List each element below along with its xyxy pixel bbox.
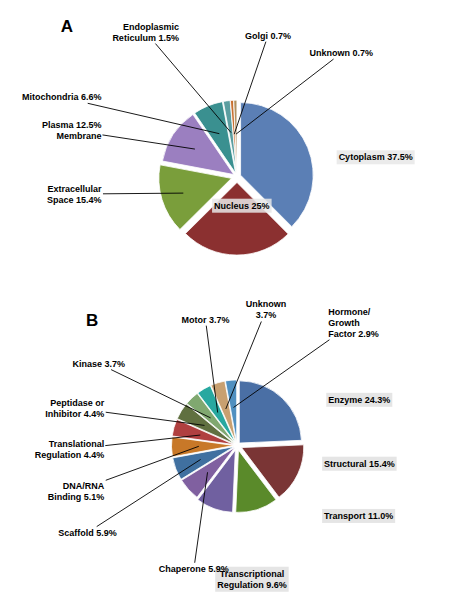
label-background [322,457,397,471]
label-background [326,393,392,407]
label-line: Reticulum 1.5% [112,33,179,43]
slice-label: Enzyme 24.3% [328,395,390,405]
label-line: Kinase 3.7% [72,359,125,369]
pie-slice [230,100,236,173]
pie-slice [234,100,237,173]
label-line: Nucleus 25% [214,201,270,211]
slice-label: Peptidase orInhibitor 4.4% [45,398,104,419]
label-line: Motor 3.7% [181,315,229,325]
leader-line [234,340,330,408]
label-line: Enzyme 24.3% [328,395,390,405]
slice-label: Chaperone 5.9% [159,564,229,574]
label-line: Inhibitor 4.4% [45,409,104,419]
pie-slice [239,381,301,443]
leader-line [236,59,333,134]
leader-line [206,326,217,413]
label-line: Mitochondria 6.6% [22,92,102,102]
pie-slice [225,380,236,442]
label-line: 3.7% [256,310,277,320]
label-line: Regulation 4.4% [35,450,105,460]
label-line: Space 15.4% [47,195,102,205]
label-line: Endoplasmic [123,22,179,32]
label-line: Factor 2.9% [328,329,379,339]
label-line: Regulation 9.6% [217,580,287,590]
slices [159,100,313,255]
leader-line [102,135,194,149]
slice-label: ExtracellularSpace 15.4% [47,184,102,205]
pie-slice [236,450,276,512]
label-line: Structural 15.4% [324,459,395,469]
figure: Cytoplasm 37.5%Nucleus 25%ExtracellularS… [0,0,474,605]
label-line: Hormone/ [328,307,371,317]
leader-line [106,412,205,425]
label-line: Chaperone 5.9% [159,564,229,574]
slice-label: Nucleus 25% [214,201,270,211]
label-line: Binding 5.1% [48,492,105,502]
leader-line [106,446,199,480]
panel-title: B [86,311,98,330]
label-line: Unknown [246,299,287,309]
label-line: Translational [49,439,105,449]
leader-line [111,370,211,418]
slice-label: Transport 11.0% [324,511,393,521]
slice-label: Golgi 0.7% [245,31,291,41]
label-line: Unknown 0.7% [310,48,374,58]
slice-label: Unknown3.7% [246,299,287,320]
labels: Enzyme 24.3% Structural 15.4% Transport 11… [35,299,397,591]
leader-line [155,44,231,133]
leader-line [226,321,262,408]
slice-label: Cytoplasm 37.5% [339,152,413,162]
label-line: Extracellular [47,184,102,194]
label-background [322,509,395,523]
slice-label: Unknown 0.7% [310,48,374,58]
label-line: Growth [328,318,360,328]
pie-slice [223,101,236,173]
slices [171,380,303,513]
panel-title: A [61,17,73,36]
label-line: Scaffold 5.9% [58,528,117,538]
slice-label: Motor 3.7% [181,315,229,325]
label-line: Transport 11.0% [324,511,393,521]
leader-line [88,103,220,133]
leader-line [103,193,183,195]
leader-line [105,435,200,446]
pie-chart: Enzyme 24.3% Structural 15.4% Transport 11… [35,299,397,591]
label-background [212,199,272,213]
labels: Cytoplasm 37.5% Nucleus 25% ExtracellularS… [22,22,415,213]
label-line: DNA/RNA [63,481,105,491]
label-background [337,150,415,164]
label-line: Transcriptional [220,569,285,579]
slice-label: Kinase 3.7% [72,359,125,369]
slice-label: TranslationalRegulation 4.4% [35,439,105,460]
slice-label: Scaffold 5.9% [58,528,117,538]
label-line: Plasma 12.5% [42,120,102,130]
slice-label: DNA/RNABinding 5.1% [48,481,105,502]
label-line: Golgi 0.7% [245,31,291,41]
leader-line [234,42,266,135]
slice-label: Hormone/GrowthFactor 2.9% [328,307,379,339]
pie-chart: Cytoplasm 37.5% Nucleus 25% ExtracellularS… [22,17,415,255]
leader-line [97,459,201,526]
label-line: Cytoplasm 37.5% [339,152,413,162]
label-line: Peptidase or [50,398,105,408]
pie-slice [159,165,232,230]
slice-label: EndoplasmicReticulum 1.5% [112,22,179,43]
slice-label: Mitochondria 6.6% [22,92,102,102]
slice-label: Structural 15.4% [324,459,395,469]
slice-label: Plasma 12.5%Membrane [42,120,102,141]
leader-line [195,472,208,563]
label-line: Membrane [56,131,101,141]
